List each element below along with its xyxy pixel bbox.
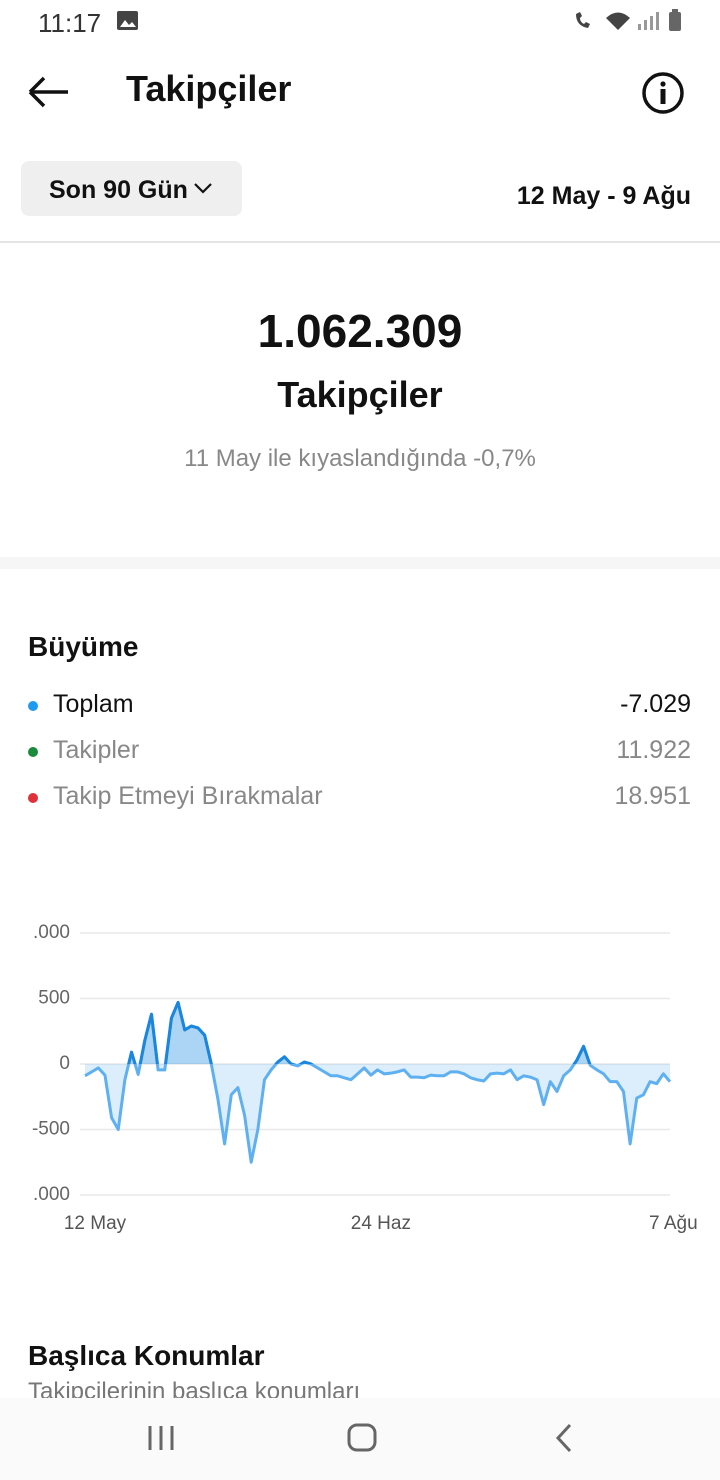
y-tick-label: 500 bbox=[38, 988, 70, 1009]
growth-title: Büyüme bbox=[28, 631, 139, 662]
recent-apps-button[interactable] bbox=[146, 1424, 178, 1452]
area bbox=[85, 1002, 670, 1163]
x-tick-label: 12 May bbox=[64, 1213, 127, 1234]
follower-label: Takipçiler bbox=[277, 374, 443, 415]
growth-chart: .000 -500 0 500 .000 12 May 24 Haz 7 Ağu bbox=[32, 922, 698, 1234]
y-tick-label: .000 bbox=[33, 1184, 70, 1205]
home-button[interactable] bbox=[346, 1422, 380, 1454]
legend-dot bbox=[28, 793, 38, 803]
y-tick-label: 0 bbox=[59, 1053, 70, 1074]
comparison: 11 May ile kıyaslandığında -0,7% bbox=[184, 445, 536, 472]
growth-label: Toplam bbox=[53, 690, 134, 718]
area-positive bbox=[85, 1002, 670, 1064]
growth-label: Takipler bbox=[53, 736, 140, 764]
back-nav-button[interactable] bbox=[552, 1422, 576, 1454]
y-tick-label: -500 bbox=[32, 1119, 70, 1140]
growth-value: 11.922 bbox=[616, 736, 691, 764]
x-tick-label: 24 Haz bbox=[351, 1213, 411, 1234]
locations-title: Başlıca Konumlar bbox=[28, 1340, 265, 1371]
divider bbox=[0, 241, 720, 243]
page-title: Takipçiler bbox=[126, 68, 292, 109]
line-positive bbox=[127, 1000, 592, 1064]
growth-label: Takip Etmeyi Bırakmalar bbox=[53, 782, 323, 810]
back-button[interactable] bbox=[26, 74, 72, 110]
growth-value: -7.029 bbox=[620, 690, 691, 718]
status-time: 11:17 bbox=[38, 8, 102, 38]
date-range: 12 May - 9 Ağu bbox=[516, 182, 691, 210]
locations-subtitle: Takipçilerinin başlıca konumları bbox=[28, 1378, 361, 1398]
y-tick-label: .000 bbox=[33, 922, 70, 943]
status-icons bbox=[576, 9, 681, 31]
gallery-icon bbox=[117, 11, 138, 30]
chevron-down bbox=[194, 183, 212, 194]
x-tick-label: 7 Ağu bbox=[649, 1213, 698, 1234]
section-separator bbox=[0, 557, 720, 569]
info-button[interactable] bbox=[640, 70, 686, 116]
follower-count: 1.062.309 bbox=[257, 305, 463, 357]
period-dropdown[interactable]: Son 90 Gün bbox=[21, 161, 242, 216]
period-label: Son 90 Gün bbox=[49, 176, 188, 204]
growth-value: 18.951 bbox=[614, 782, 691, 810]
legend-dot bbox=[28, 747, 38, 757]
legend-dot bbox=[28, 701, 38, 711]
nav-bar bbox=[0, 1398, 720, 1480]
